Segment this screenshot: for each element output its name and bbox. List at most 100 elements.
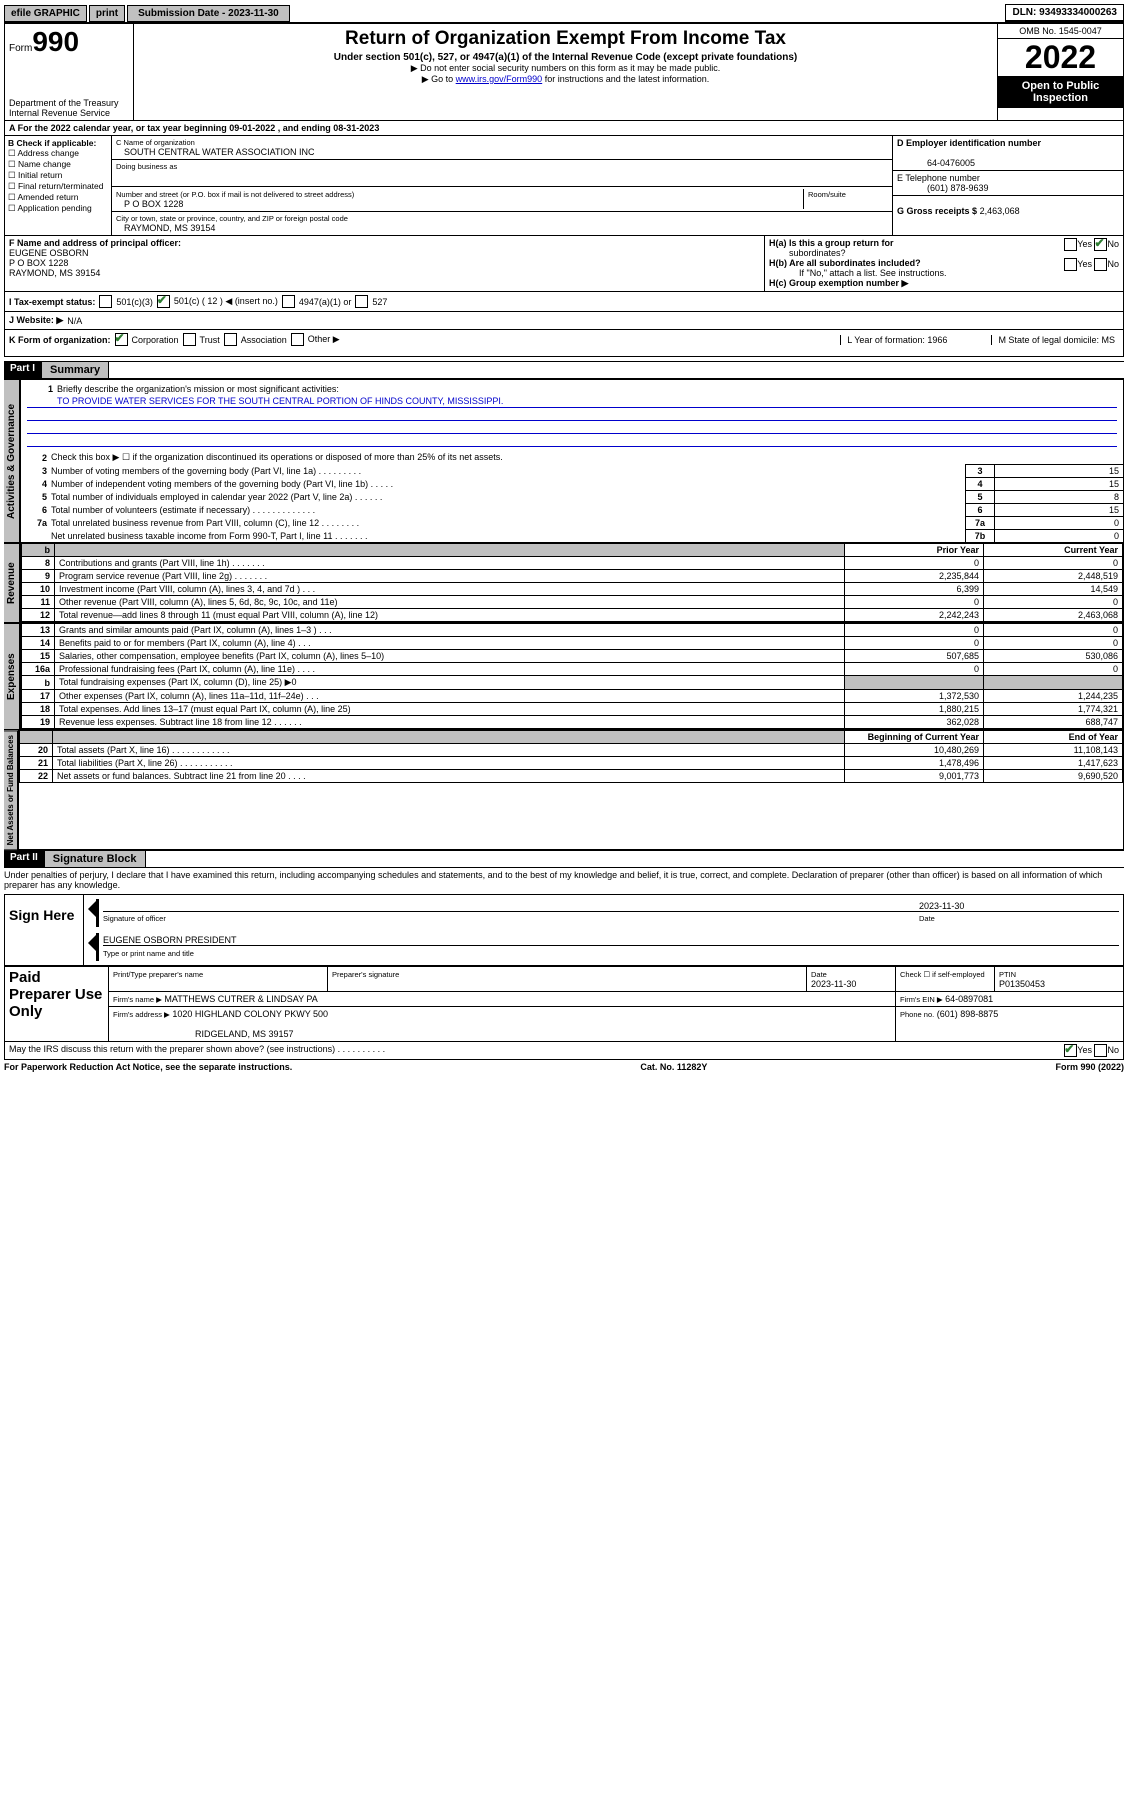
firm-ein-label: Firm's EIN ▶ [900, 995, 943, 1004]
gov-row: 3Number of voting members of the governi… [21, 464, 1123, 477]
sign-here-label: Sign Here [5, 895, 84, 965]
table-row: 14Benefits paid to or for members (Part … [22, 637, 1123, 650]
page-footer: For Paperwork Reduction Act Notice, see … [4, 1060, 1124, 1074]
dba-label: Doing business as [116, 162, 888, 171]
chk-501c3[interactable] [99, 295, 112, 308]
expenses-table: 13Grants and similar amounts paid (Part … [21, 623, 1123, 729]
irs-link[interactable]: www.irs.gov/Form990 [456, 74, 543, 84]
line1-num: 1 [27, 384, 57, 394]
chk-501c[interactable] [157, 295, 170, 308]
chk-other[interactable] [291, 333, 304, 346]
ptin-label: PTIN [999, 970, 1016, 979]
footer-left: For Paperwork Reduction Act Notice, see … [4, 1062, 292, 1072]
col-c: C Name of organization SOUTH CENTRAL WAT… [112, 136, 893, 235]
ptin-value: P01350453 [999, 979, 1045, 989]
section-expenses: Expenses 13Grants and similar amounts pa… [4, 623, 1124, 730]
dept-treasury: Department of the Treasury Internal Reve… [9, 98, 129, 118]
form-subtitle-2: ▶ Do not enter social security numbers o… [140, 63, 991, 74]
firm-ein: 64-0897081 [945, 994, 993, 1004]
ha-yes[interactable] [1064, 238, 1077, 251]
chk-pending[interactable]: ☐ Application pending [8, 203, 108, 214]
hb-yes[interactable] [1064, 258, 1077, 271]
sign-block: Sign Here 2023-11-30 Signature of office… [4, 894, 1124, 966]
table-row: 9Program service revenue (Part VIII, lin… [22, 570, 1123, 583]
gov-row: 6Total number of volunteers (estimate if… [21, 503, 1123, 516]
chk-initial[interactable]: ☐ Initial return [8, 170, 108, 181]
chk-name[interactable]: ☐ Name change [8, 159, 108, 170]
may-discuss-row: May the IRS discuss this return with the… [4, 1042, 1124, 1060]
form-subtitle-1: Under section 501(c), 527, or 4947(a)(1)… [140, 52, 991, 63]
f-label: F Name and address of principal officer: [9, 238, 181, 248]
table-row: 8Contributions and grants (Part VIII, li… [22, 557, 1123, 570]
ha-sub: subordinates? [789, 248, 846, 258]
table-row: 13Grants and similar amounts paid (Part … [22, 624, 1123, 637]
revenue-table: b Prior Year Current Year 8Contributions… [21, 543, 1123, 622]
city-value: RAYMOND, MS 39154 [116, 223, 888, 233]
print-button[interactable]: print [89, 5, 125, 22]
hb-no[interactable] [1094, 258, 1107, 271]
discuss-no[interactable] [1094, 1044, 1107, 1057]
penalties-text: Under penalties of perjury, I declare th… [4, 868, 1124, 892]
cy-header: Current Year [984, 544, 1123, 557]
tax-year: 2022 [998, 39, 1123, 76]
firm-addr2: RIDGELAND, MS 39157 [113, 1029, 294, 1039]
prep-date-label: Date [811, 970, 827, 979]
top-toolbar: efile GRAPHIC print Submission Date - 20… [4, 4, 1124, 22]
chk-amended[interactable]: ☐ Amended return [8, 192, 108, 203]
part1-header-row: Part I Summary [4, 361, 1124, 379]
phone-value: (601) 878-9639 [897, 183, 989, 193]
table-row: 17Other expenses (Part IX, column (A), l… [22, 690, 1123, 703]
street-value: P O BOX 1228 [116, 199, 183, 209]
chk-trust[interactable] [183, 333, 196, 346]
chk-4947[interactable] [282, 295, 295, 308]
tax-label: I Tax-exempt status: [9, 297, 95, 307]
chk-address[interactable]: ☐ Address change [8, 148, 108, 159]
table-row: 15Salaries, other compensation, employee… [22, 650, 1123, 663]
ein-value: 64-0476005 [897, 158, 975, 168]
self-emp-label: Check ☐ if self-employed [900, 970, 985, 979]
col-b-title: B Check if applicable: [8, 138, 96, 148]
gov-row: 5Total number of individuals employed in… [21, 490, 1123, 503]
prep-date: 2023-11-30 [811, 979, 856, 989]
open-public-2: Inspection [1000, 92, 1121, 104]
footer-right: Form 990 (2022) [1055, 1062, 1124, 1072]
firm-addr-label: Firm's address ▶ [113, 1010, 170, 1019]
ha-no[interactable] [1094, 238, 1107, 251]
vtab-revenue: Revenue [4, 543, 20, 623]
sign-date: 2023-11-30 [919, 901, 1119, 911]
org-name-label: C Name of organization [116, 138, 888, 147]
firm-phone: (601) 898-8875 [937, 1009, 999, 1019]
line1-label: Briefly describe the organization's miss… [57, 383, 1117, 395]
k-row: K Form of organization: Corporation Trus… [4, 330, 1124, 357]
chk-assoc[interactable] [224, 333, 237, 346]
table-row: 11Other revenue (Part VIII, column (A), … [22, 596, 1123, 609]
gov-row: 4Number of independent voting members of… [21, 477, 1123, 490]
ha-label: H(a) Is this a group return for [769, 238, 894, 248]
col-b: B Check if applicable: ☐ Address change … [5, 136, 112, 235]
tax-status-row: I Tax-exempt status: 501(c)(3) 501(c) ( … [4, 292, 1124, 312]
street-label: Number and street (or P.O. box if mail i… [116, 190, 354, 199]
boy-header: Beginning of Current Year [845, 731, 984, 744]
table-row: 20Total assets (Part X, line 16) . . . .… [20, 744, 1123, 757]
vtab-netassets: Net Assets or Fund Balances [4, 730, 18, 850]
chk-final[interactable]: ☐ Final return/terminated [8, 181, 108, 192]
prep-sig-label: Preparer's signature [332, 970, 399, 979]
paid-label: Paid Preparer Use Only [5, 967, 109, 1042]
table-row: 16aProfessional fundraising fees (Part I… [22, 663, 1123, 676]
part2-header-row: Part II Signature Block [4, 850, 1124, 868]
chk-corp[interactable] [115, 333, 128, 346]
gov-row: 7aTotal unrelated business revenue from … [21, 516, 1123, 529]
table-row: 22Net assets or fund balances. Subtract … [20, 770, 1123, 783]
form-word: Form [9, 43, 32, 54]
discuss-yes[interactable] [1064, 1044, 1077, 1057]
vtab-expenses: Expenses [4, 623, 20, 730]
firm-name: MATTHEWS CUTRER & LINDSAY PA [164, 994, 317, 1004]
chk-527[interactable] [355, 295, 368, 308]
omb-number: OMB No. 1545-0047 [998, 24, 1123, 39]
part2-header: Part II [4, 850, 44, 868]
form-number: 990 [32, 26, 79, 57]
m-state: M State of legal domicile: MS [991, 335, 1115, 345]
sig-date-label: Date [919, 914, 1119, 923]
row-f-h: F Name and address of principal officer:… [4, 236, 1124, 292]
section-netassets: Net Assets or Fund Balances Beginning of… [4, 730, 1124, 850]
